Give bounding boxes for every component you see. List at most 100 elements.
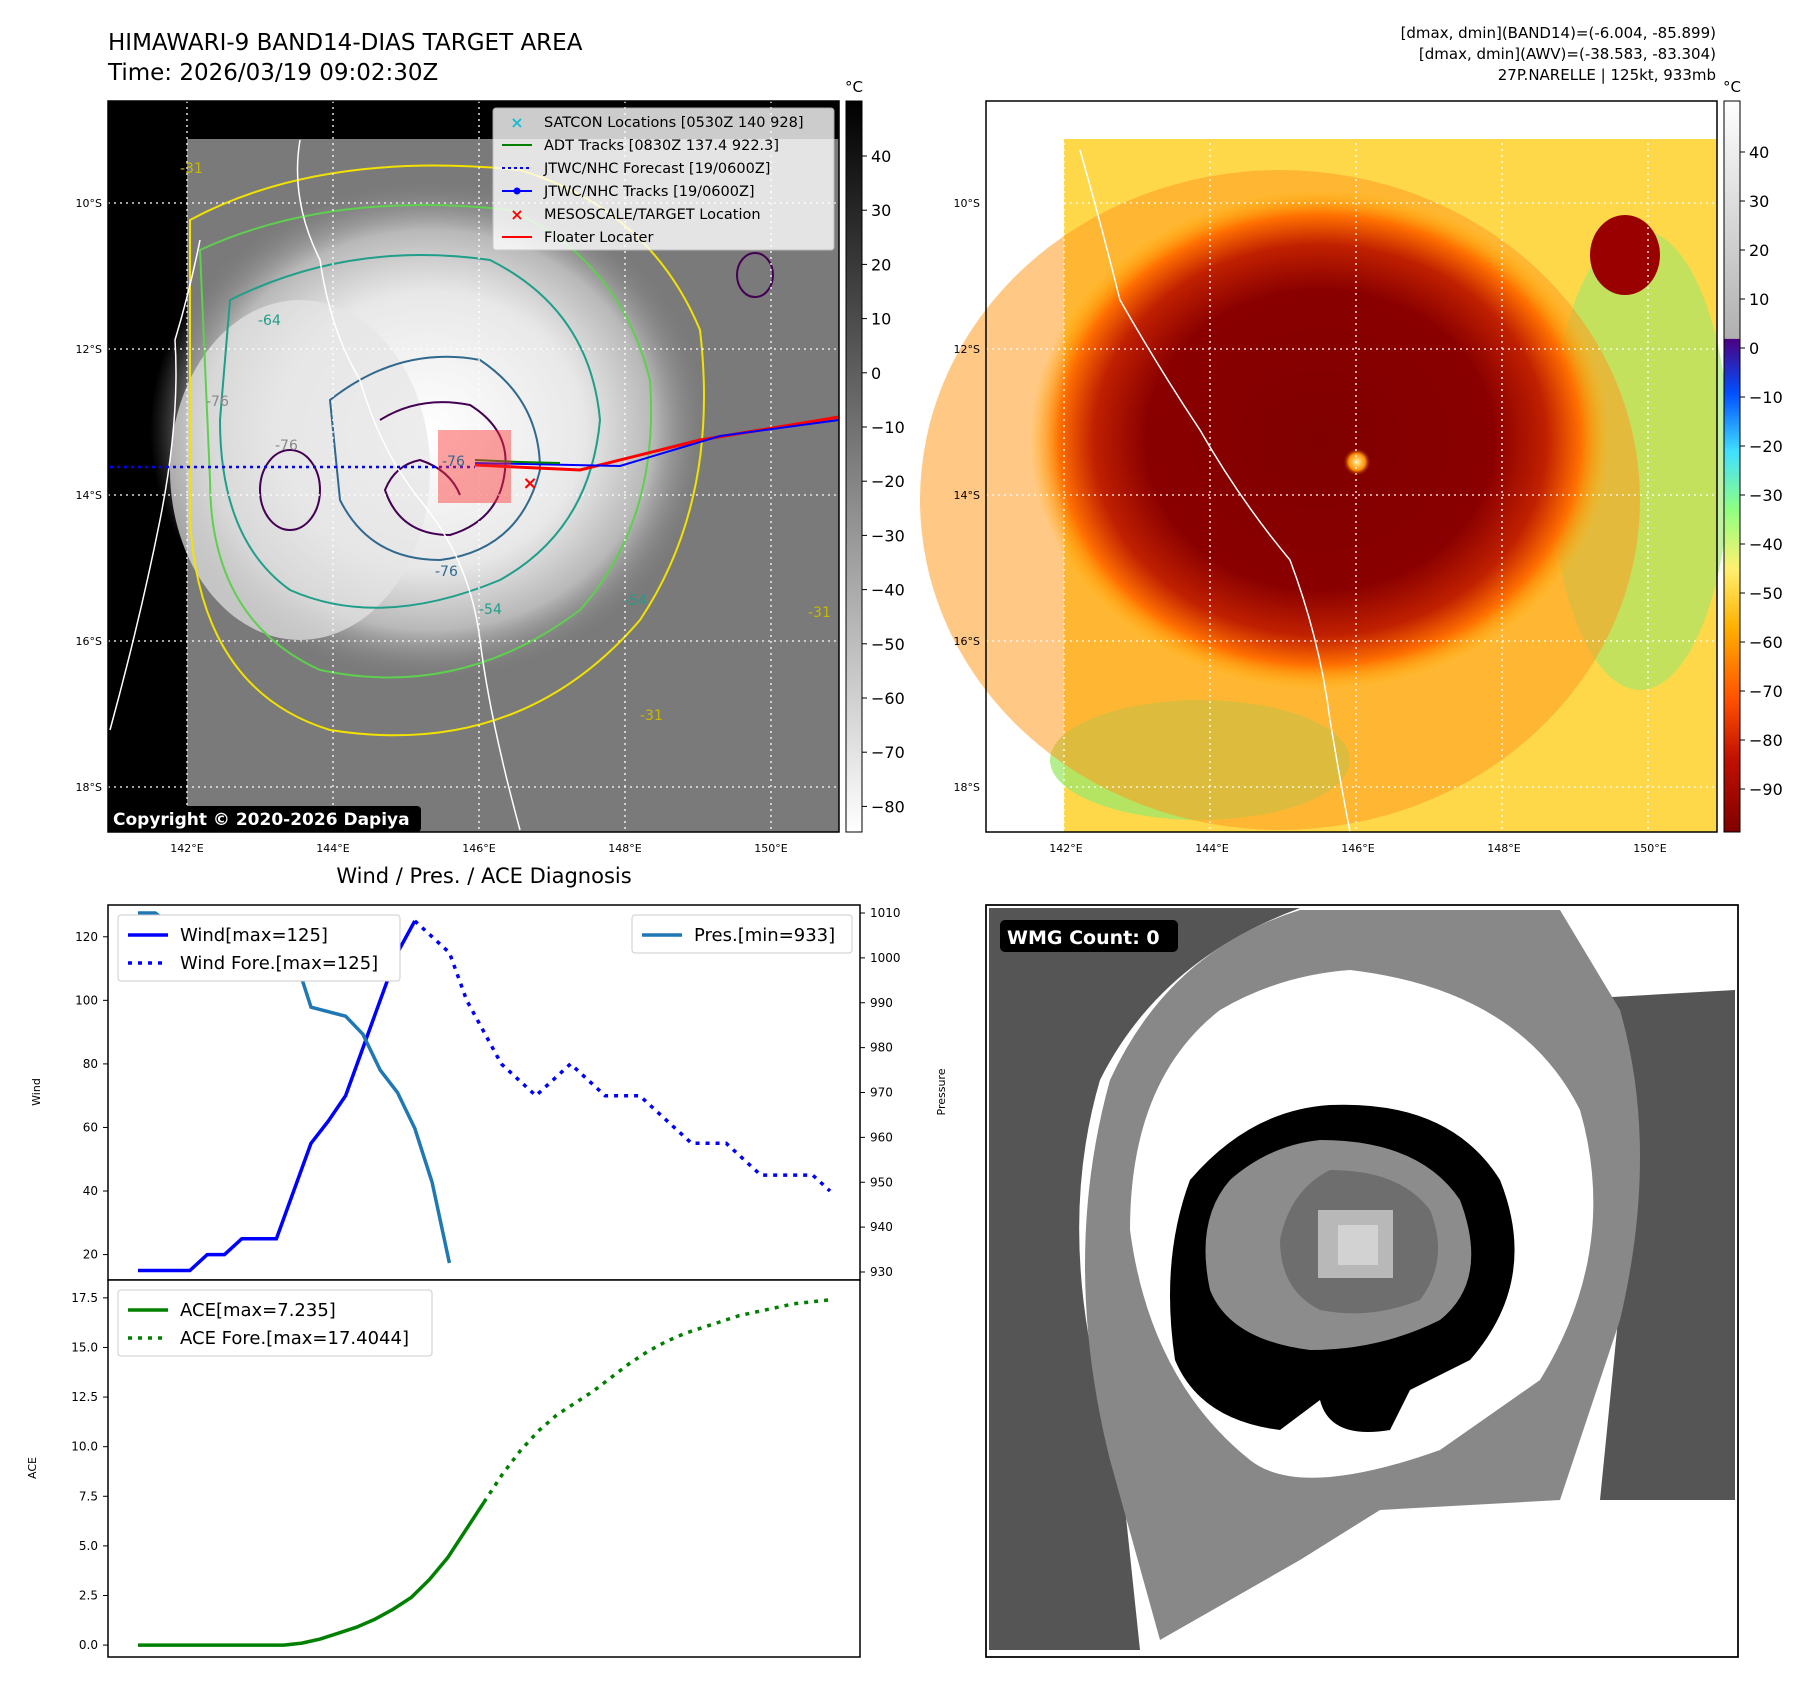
y-right-tick-label: 960 — [870, 1130, 893, 1144]
chart-legend-label: ACE[max=7.235] — [180, 1300, 336, 1321]
y-right-tick-label: 930 — [870, 1265, 893, 1279]
lat-tick-label: 10°S — [954, 197, 980, 210]
lat-tick-label: 12°S — [76, 343, 102, 356]
mesoscale-box — [438, 430, 511, 503]
y-tick-label: 100 — [75, 993, 98, 1007]
contour-label: -76 — [275, 438, 298, 454]
contour-teal — [218, 254, 602, 609]
color-colorbar-fill — [1723, 100, 1741, 833]
colorbar-tick-label: 10 — [1749, 290, 1769, 309]
gray-colorbar-unit: °C — [845, 78, 863, 96]
color-storm-eye — [1343, 448, 1371, 476]
ir-map-panel: × -76 -76 -76 -76 -54 -54 -31 -31 -31 -6… — [107, 100, 840, 833]
contour-label: -76 — [206, 394, 229, 410]
color-ir-map-panel — [920, 100, 1730, 833]
colorbar-tick-label: −60 — [871, 689, 905, 708]
series-line — [138, 920, 417, 1273]
contour-west-cell — [259, 449, 321, 531]
series-line — [413, 919, 832, 1193]
contour-green — [198, 204, 653, 679]
colorbar-tick-label: 10 — [871, 310, 891, 329]
chart-legend-label: Wind Fore.[max=125] — [180, 953, 378, 974]
ace-axis-label: ACE — [26, 1457, 39, 1479]
contour-label-group: -76 -76 -76 -76 -54 -54 -31 -31 -31 -64 — [180, 161, 831, 724]
y-tick-label: 5.0 — [79, 1539, 98, 1553]
wmg-frame-border — [985, 904, 1739, 1658]
y-right-tick-label: 970 — [870, 1086, 893, 1100]
ace-chart: ACE 0.0 2.5 5.0 7.5 10.0 12.5 15.0 17.5 ACE[max=… — [26, 1279, 861, 1658]
colorbar-tick-label: 20 — [1749, 241, 1769, 260]
y-right-tick-label: 1000 — [870, 951, 901, 965]
y-right-tick-label: 1010 — [870, 906, 901, 920]
color-graticule — [986, 101, 1717, 832]
lat-tick-label: 14°S — [76, 489, 102, 502]
stats-band14: [dmax, dmin](BAND14)=(-6.004, -85.899) — [1401, 24, 1716, 42]
colorbar-tick-label: −70 — [871, 743, 905, 762]
colorbar-tick-label: 20 — [871, 255, 891, 274]
lon-tick-label: 144°E — [316, 842, 349, 855]
wmg-panel: WMG Count: 0 — [985, 904, 1739, 1658]
lon-tick-label: 142°E — [1049, 842, 1082, 855]
copyright-badge — [108, 806, 421, 832]
lon-tick-label: 148°E — [1487, 842, 1520, 855]
lon-tick-label: 146°E — [1341, 842, 1374, 855]
color-coastline — [1079, 149, 1351, 833]
colorbar-tick-label: 0 — [1749, 339, 1759, 358]
lon-tick-label: 148°E — [608, 842, 641, 855]
legend-label: ADT Tracks [0830Z 137.4 922.3] — [544, 138, 779, 154]
lat-tick-label: 10°S — [76, 197, 102, 210]
colorbar-tick-label: −10 — [1749, 388, 1783, 407]
legend-dot — [513, 187, 521, 195]
lat-tick-label: 18°S — [76, 781, 102, 794]
contour-label: -31 — [640, 708, 663, 724]
pressure-axis-label: Pressure — [935, 1068, 948, 1115]
color-colorbar-unit: °C — [1723, 78, 1741, 96]
contour-label: -76 — [435, 564, 458, 580]
y-tick-label: 20 — [83, 1248, 98, 1262]
contour-label: -54 — [624, 593, 647, 609]
track-legend: × SATCON Locations [0530Z 140 928] ADT Tra… — [492, 107, 835, 251]
copyright-text: Copyright © 2020-2026 Dapiya — [113, 810, 410, 830]
ir-map-frame — [107, 100, 840, 833]
colorbar-tick-label: 40 — [871, 147, 891, 166]
y-tick-label: 17.5 — [71, 1291, 98, 1305]
lon-tick-label: 142°E — [170, 842, 203, 855]
ir-coastline — [109, 139, 521, 831]
color-cold-cloud-shield — [1030, 190, 1610, 690]
y-right-tick-label: 990 — [870, 996, 893, 1010]
contour-label: -31 — [808, 605, 831, 621]
contour-outer-yellow — [189, 164, 705, 737]
chart-legend-box — [117, 914, 401, 982]
legend-marker: × — [510, 205, 523, 224]
y-right-tick-label: 980 — [870, 1041, 893, 1055]
ir-cloud-shield-west — [170, 300, 430, 640]
lon-tick-label: 144°E — [1195, 842, 1228, 855]
color-map-frame — [985, 100, 1718, 833]
color-colorbar: °C 40 30 20 10 0 −10 −20 −30 −40 −50 −60 −70 −80 −90 — [1723, 78, 1783, 833]
legend-box — [492, 107, 835, 251]
contour-label: -76 — [442, 454, 465, 470]
lon-tick-label: 146°E — [462, 842, 495, 855]
lat-tick-label: 12°S — [954, 343, 980, 356]
colorbar-tick-label: −10 — [871, 418, 905, 437]
wind-axis-label: Wind — [30, 1078, 43, 1106]
figure-time: Time: 2026/03/19 09:02:30Z — [107, 60, 438, 86]
gray-colorbar-fill — [845, 100, 863, 833]
legend-label: SATCON Locations [0530Z 140 928] — [544, 115, 803, 131]
lat-tick-label: 16°S — [954, 635, 980, 648]
y-right-tick-label: 940 — [870, 1220, 893, 1234]
colorbar-tick-label: −80 — [871, 797, 905, 816]
y-tick-label: 12.5 — [71, 1390, 98, 1404]
chart-legend-label: ACE Fore.[max=17.4044] — [180, 1328, 409, 1349]
lat-tick-label: 18°S — [954, 781, 980, 794]
colorbar-tick-label: −40 — [871, 581, 905, 600]
contour-blue — [328, 355, 542, 562]
legend-label: Floater Locater — [544, 230, 653, 246]
series-line — [138, 1501, 486, 1647]
colorbar-tick-label: −90 — [1749, 780, 1783, 799]
lat-tick-label: 16°S — [76, 635, 102, 648]
chart-legend-label: Pres.[min=933] — [694, 925, 835, 946]
contour-label: -64 — [258, 313, 281, 329]
colorbar-tick-label: −60 — [1749, 633, 1783, 652]
